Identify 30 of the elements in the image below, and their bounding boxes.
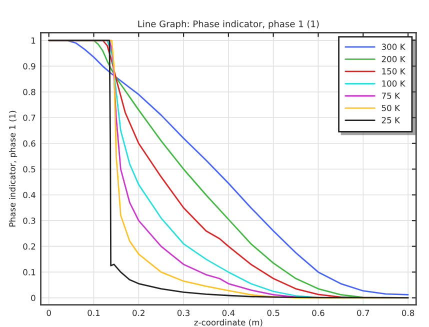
y-tick-label: 0.9 (23, 63, 36, 70)
x-tick-label: 0.7 (357, 310, 370, 316)
x-tick-label: 0.6 (312, 310, 324, 316)
legend-label: 25 K (382, 117, 400, 124)
y-axis-title: Phase indicator, phase 1 (1) (9, 110, 18, 226)
y-tick-label: 0.5 (23, 166, 36, 172)
x-tick-label: 0.3 (177, 310, 190, 316)
y-tick-label: 1 (32, 38, 36, 44)
x-tick-label: 0.2 (132, 310, 144, 316)
x-tick-label: 0 (46, 310, 51, 316)
legend-label: 300 K (382, 44, 406, 50)
y-tick-label: 0.1 (23, 269, 36, 276)
legend-label: 75 K (382, 92, 400, 99)
y-tick-label: 0.3 (23, 218, 36, 224)
y-tick-label: 0.8 (23, 88, 36, 96)
legend-label: 150 K (382, 68, 406, 74)
chart-title: Line Graph: Phase indicator, phase 1 (1) (138, 20, 319, 30)
x-tick-label: 0.8 (402, 310, 414, 316)
legend-label: 100 K (382, 80, 406, 87)
y-tick-label: 0.6 (23, 140, 36, 147)
x-tick-label: 0.1 (88, 310, 100, 316)
x-axis-title: z-coordinate (m) (194, 319, 262, 327)
x-tick-label: 0.5 (267, 310, 280, 316)
legend-label: 50 K (382, 104, 400, 112)
y-tick-label: 0 (31, 294, 36, 302)
y-tick-label: 0.7 (23, 114, 36, 121)
x-tick-label: 0.4 (222, 310, 235, 316)
y-tick-label: 0.4 (23, 192, 36, 198)
legend-label: 200 K (382, 56, 406, 62)
y-tick-label: 0.2 (23, 243, 36, 250)
